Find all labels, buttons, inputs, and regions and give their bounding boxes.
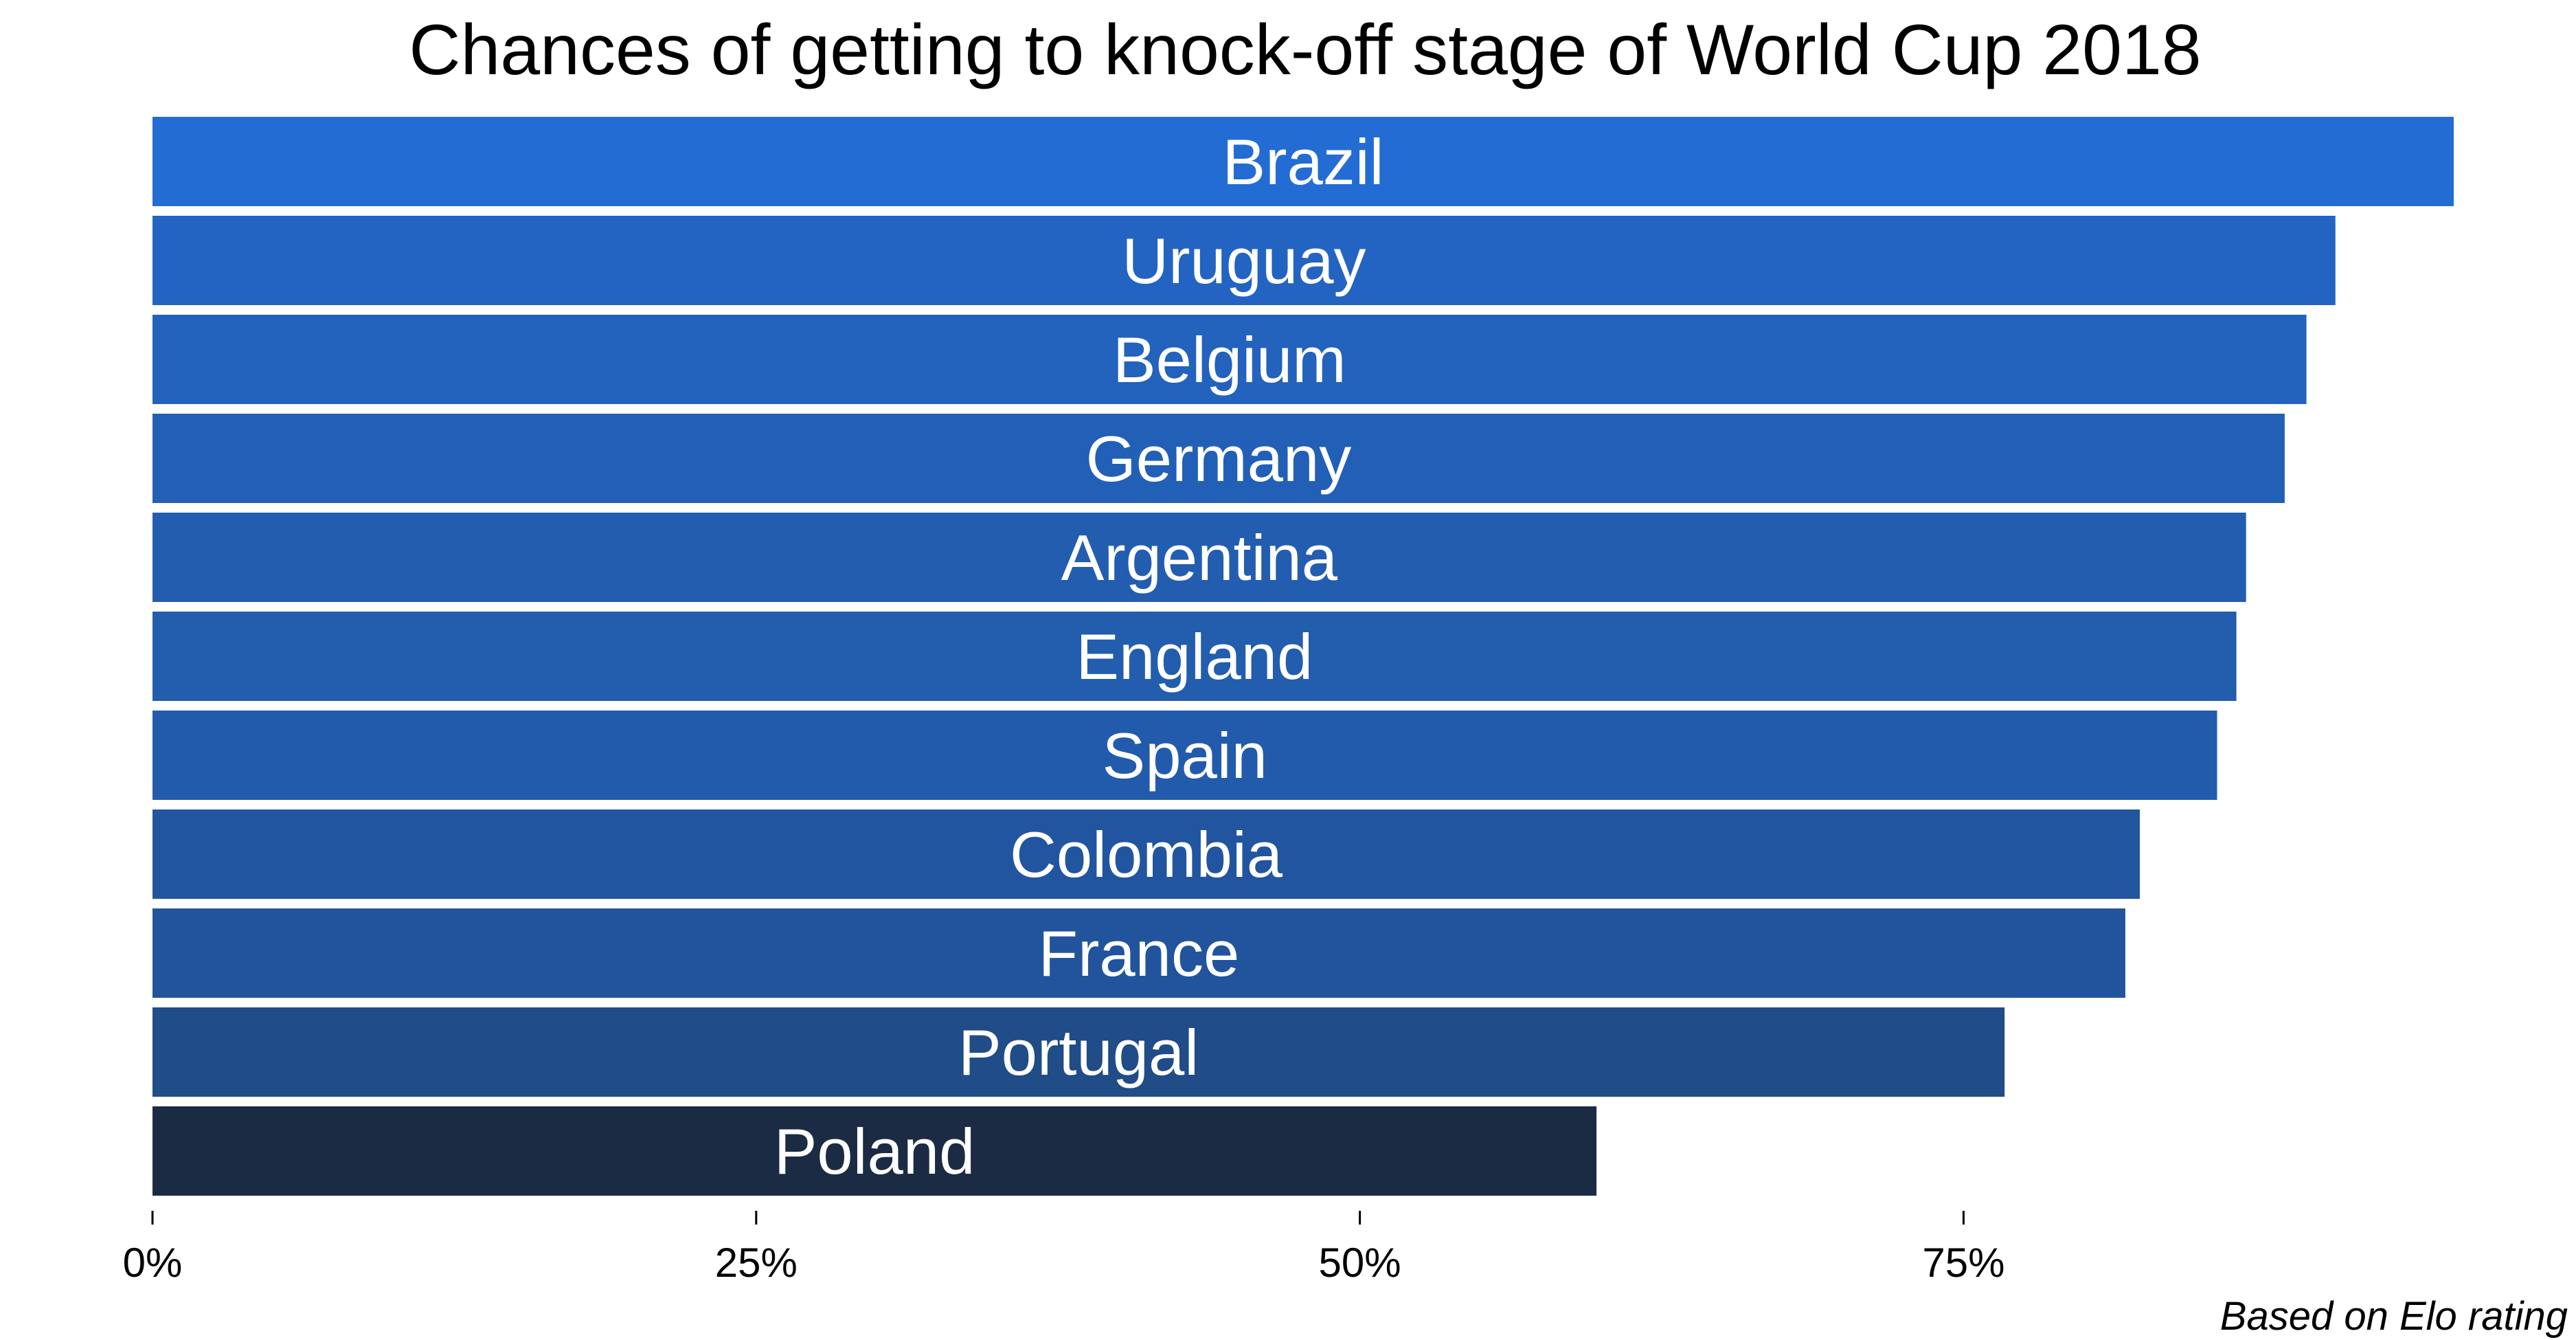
- x-axis: 0% 25% 50% 75%: [123, 1211, 2004, 1286]
- bar-poland: [152, 1106, 1597, 1196]
- bar-label-belgium: Belgium: [1113, 324, 1346, 396]
- bar-uruguay: [152, 216, 2336, 305]
- chart-title: Chances of getting to knock-off stage of…: [409, 10, 2201, 90]
- bars-group: [152, 117, 2454, 1196]
- bar-france: [152, 908, 2125, 998]
- bar-label-argentina: Argentina: [1061, 522, 1338, 594]
- bar-label-brazil: Brazil: [1222, 126, 1383, 198]
- bar-label-england: England: [1076, 621, 1313, 693]
- bar-labels-group: Brazil Uruguay Belgium Germany Argentina Engl…: [774, 126, 1384, 1187]
- bar-colombia: [152, 809, 2140, 899]
- bar-label-france: France: [1039, 917, 1240, 990]
- bar-portugal: [152, 1007, 2005, 1097]
- bar-label-poland: Poland: [774, 1115, 975, 1187]
- bar-argentina: [152, 513, 2246, 602]
- bar-label-colombia: Colombia: [1010, 818, 1283, 891]
- bar-label-germany: Germany: [1086, 423, 1352, 495]
- bar-belgium: [152, 315, 2307, 404]
- x-tick-label: 25%: [715, 1240, 798, 1286]
- bar-label-spain: Spain: [1103, 719, 1267, 792]
- x-tick-label: 50%: [1319, 1240, 1401, 1286]
- bar-brazil: [152, 117, 2454, 206]
- bar-germany: [152, 414, 2285, 503]
- bar-label-uruguay: Uruguay: [1122, 225, 1366, 297]
- bar-label-portugal: Portugal: [958, 1016, 1199, 1088]
- bar-spain: [152, 711, 2217, 800]
- bar-england: [152, 612, 2237, 701]
- x-tick-label: 75%: [1922, 1240, 2004, 1286]
- x-tick-label: 0%: [123, 1240, 183, 1286]
- chart-caption: Based on Elo rating: [2220, 1294, 2568, 1339]
